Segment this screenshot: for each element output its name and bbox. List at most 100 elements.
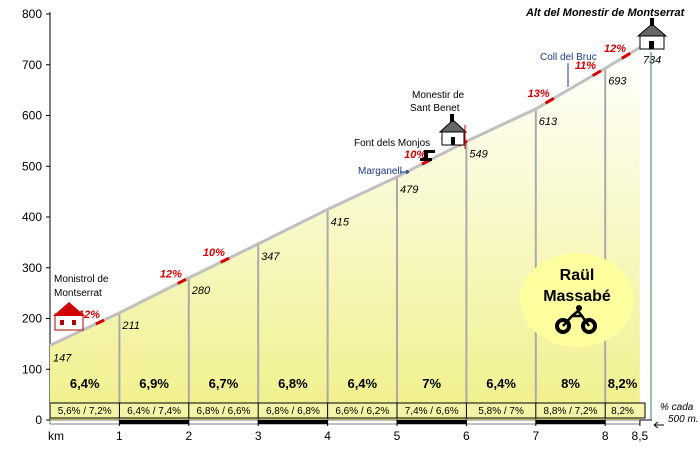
steep-grade-label: 12%: [604, 43, 626, 55]
landmark-font-monjos: Font dels Monjos: [354, 138, 435, 161]
elevation-label: 147: [53, 352, 72, 364]
half-km-grade: 5,6% / 7,2%: [58, 406, 112, 417]
x-tick-label: 8,5: [632, 429, 649, 443]
y-axis-ticks: 0 100 200 300 400 500 600 700 800: [22, 7, 50, 427]
elevation-label: 479: [400, 184, 418, 196]
elevation-label: 549: [469, 148, 487, 160]
segment-average-grade: 8,2%: [608, 376, 638, 391]
segment-average-grade: 6,4%: [70, 376, 100, 391]
x-tick-label: 5: [394, 429, 401, 443]
svg-text:Marganell: Marganell: [358, 166, 402, 177]
steep-section-mark: [544, 97, 555, 105]
x-tick-label: 1: [116, 429, 123, 443]
steep-grade-label: 10%: [203, 247, 225, 259]
steep-grade-label: 12%: [160, 268, 182, 280]
segment-average-grade: 8%: [561, 376, 580, 391]
half-km-grade: 7,4% / 6,6%: [405, 406, 459, 417]
author-badge: Raül Massabé: [520, 253, 634, 347]
fountain-icon: [420, 150, 435, 161]
chart-title: Alt del Monestir de Montserrat: [525, 7, 686, 19]
steep-section-mark: [621, 52, 631, 60]
elevation-area: [50, 47, 640, 420]
scale-bar-segment: [119, 419, 190, 425]
elevation-labels: 147 211 280 347 415 479 549 613 693 734: [53, 54, 661, 364]
y-tick-label: 700: [22, 58, 42, 72]
x-tick-label: 2: [185, 429, 192, 443]
half-km-grade: 6,4% / 7,4%: [127, 406, 181, 417]
scale-bar-segment: [327, 419, 398, 425]
y-tick-label: 800: [22, 7, 42, 21]
elevation-label: 211: [121, 320, 140, 332]
x-axis-label: km: [48, 429, 64, 443]
y-tick-label: 400: [22, 210, 42, 224]
svg-text:Sant Benet: Sant Benet: [410, 103, 460, 114]
monastery-icon: [636, 18, 668, 50]
segment-average-grade: 6,4%: [347, 376, 377, 391]
landmark-coll-bruc: Coll del Bruc: [540, 52, 597, 87]
scale-bar-segment: [257, 419, 328, 425]
x-tick-label: 3: [255, 429, 262, 443]
half-km-grade: 8,8% / 7,2%: [544, 406, 598, 417]
scale-bar-segment: [466, 419, 537, 425]
segment-average-grade: 6,4%: [486, 376, 516, 391]
y-tick-label: 300: [22, 261, 42, 275]
scale-bar-segment: [188, 419, 259, 425]
landmark-sant-benet: Monestir de Sant Benet: [410, 90, 468, 149]
segment-average-grade: 6,8%: [278, 376, 308, 391]
half-km-grade: 6,8% / 6,6%: [197, 406, 251, 417]
scale-bar-segment: [396, 419, 467, 425]
half-km-strip: [49, 402, 646, 419]
landmark-marganell: Marganell: [358, 166, 410, 177]
y-tick-label: 500: [22, 159, 42, 173]
y-tick-label: 200: [22, 312, 42, 326]
x-tick-label: 4: [324, 429, 331, 443]
steep-section-mark: [591, 69, 602, 77]
elevation-profile-line: [49, 46, 641, 347]
steep-grade-label: 12%: [78, 309, 100, 321]
elevation-label: 613: [539, 116, 558, 128]
svg-text:Coll del Bruc: Coll del Bruc: [540, 52, 597, 63]
steep-grade-label: 10%: [404, 149, 426, 161]
elevation-label: 734: [643, 54, 661, 66]
svg-text:Font dels Monjos: Font dels Monjos: [354, 138, 430, 149]
segment-average-grades: 6,4% 6,9% 6,7% 6,8% 6,4% 7% 6,4% 8% 8,2%: [70, 376, 638, 391]
svg-text:Massabé: Massabé: [543, 288, 611, 305]
steep-grade-label: 11%: [575, 60, 596, 72]
half-km-grades: 5,6% / 7,2% 6,4% / 7,4% 6,8% / 6,6% 6,8% / …: [58, 403, 634, 418]
arrow-right-icon: [400, 169, 410, 175]
elevation-label: 415: [331, 216, 350, 228]
monastery-icon: [438, 114, 468, 146]
half-km-grade: 5,8% / 7%: [478, 406, 524, 417]
steep-section-mark: [95, 318, 105, 326]
svg-text:500 m.: 500 m.: [668, 414, 699, 425]
x-axis-ticks: 1 2 3 4 5 6 7 8 8,5: [116, 420, 649, 443]
km-scale-bar: [49, 419, 641, 425]
segment-average-grade: 6,7%: [209, 376, 239, 391]
svg-text:Montserrat: Montserrat: [54, 288, 102, 299]
scale-bar-segment: [49, 419, 120, 425]
half-km-grade: 6,6% / 6,2%: [335, 406, 389, 417]
cyclist-icon: [555, 305, 597, 334]
y-tick-label: 600: [22, 109, 42, 123]
half-km-grade: 6,8% / 6,8%: [266, 406, 320, 417]
x-tick-label: 6: [463, 429, 470, 443]
x-tick-label: 7: [532, 429, 539, 443]
svg-text:% cada: % cada: [660, 402, 694, 413]
half-km-grade: 8,2%: [611, 406, 634, 417]
steep-section-mark: [220, 256, 230, 264]
segment-average-grade: 7%: [422, 376, 441, 391]
svg-text:Monestir de: Monestir de: [412, 90, 465, 101]
steep-section-mark: [177, 277, 187, 285]
elevation-label: 347: [261, 251, 280, 263]
summit-monastery: [636, 18, 668, 420]
y-tick-label: 100: [22, 362, 42, 376]
scale-bar-segment: [604, 419, 641, 425]
elevation-label: 280: [191, 285, 211, 297]
svg-text:Monistrol de: Monistrol de: [54, 274, 109, 285]
town-icon: [53, 302, 85, 331]
x-tick-label: 8: [602, 429, 609, 443]
y-tick-label: 0: [35, 413, 42, 427]
half-km-note: % cada 500 m.: [653, 402, 699, 429]
svg-text:Raül: Raül: [560, 267, 595, 284]
